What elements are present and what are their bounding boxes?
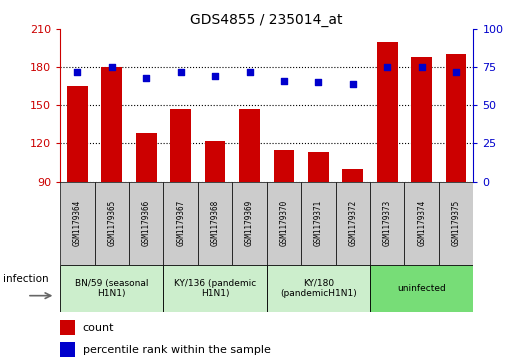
Bar: [377, 42, 397, 182]
Text: GSM1179366: GSM1179366: [142, 200, 151, 246]
Bar: [267, 182, 301, 265]
Text: uninfected: uninfected: [397, 284, 446, 293]
Text: GSM1179372: GSM1179372: [348, 200, 357, 246]
Point: [108, 64, 116, 70]
Bar: [274, 150, 294, 182]
Text: KY/136 (pandemic
H1N1): KY/136 (pandemic H1N1): [174, 279, 256, 298]
Text: GSM1179371: GSM1179371: [314, 200, 323, 246]
Bar: [60, 265, 163, 312]
Bar: [267, 265, 370, 312]
Point: [280, 78, 288, 84]
Bar: [446, 54, 467, 182]
Point: [314, 79, 323, 85]
Bar: [301, 182, 336, 265]
Text: GSM1179373: GSM1179373: [383, 200, 392, 246]
Point: [176, 69, 185, 75]
Bar: [205, 141, 225, 182]
Text: count: count: [83, 323, 115, 333]
Bar: [370, 182, 404, 265]
Point: [211, 73, 219, 79]
Text: GSM1179374: GSM1179374: [417, 200, 426, 246]
Bar: [129, 182, 163, 265]
Point: [73, 69, 82, 75]
Point: [383, 64, 391, 70]
Bar: [198, 182, 232, 265]
Text: GSM1179375: GSM1179375: [451, 200, 461, 246]
Bar: [439, 182, 473, 265]
Bar: [101, 67, 122, 182]
Text: infection: infection: [3, 274, 49, 284]
Text: GSM1179368: GSM1179368: [211, 200, 220, 246]
Text: BN/59 (seasonal
H1N1): BN/59 (seasonal H1N1): [75, 279, 149, 298]
Bar: [95, 182, 129, 265]
Text: percentile rank within the sample: percentile rank within the sample: [83, 345, 271, 355]
Point: [452, 69, 460, 75]
Bar: [136, 133, 156, 182]
Bar: [163, 265, 267, 312]
Point: [349, 81, 357, 87]
Bar: [239, 109, 260, 182]
Bar: [60, 342, 75, 357]
Text: GSM1179369: GSM1179369: [245, 200, 254, 246]
Bar: [411, 57, 432, 182]
Bar: [170, 109, 191, 182]
Bar: [67, 86, 88, 182]
Bar: [60, 320, 75, 335]
Bar: [404, 182, 439, 265]
Text: GSM1179370: GSM1179370: [279, 200, 289, 246]
Text: GSM1179367: GSM1179367: [176, 200, 185, 246]
Bar: [60, 182, 95, 265]
Title: GDS4855 / 235014_at: GDS4855 / 235014_at: [190, 13, 343, 26]
Text: KY/180
(pandemicH1N1): KY/180 (pandemicH1N1): [280, 279, 357, 298]
Point: [245, 69, 254, 75]
Bar: [308, 152, 329, 182]
Bar: [343, 169, 363, 182]
Text: GSM1179365: GSM1179365: [107, 200, 116, 246]
Bar: [370, 265, 473, 312]
Point: [417, 64, 426, 70]
Bar: [163, 182, 198, 265]
Point: [142, 75, 151, 81]
Text: GSM1179364: GSM1179364: [73, 200, 82, 246]
Bar: [232, 182, 267, 265]
Bar: [336, 182, 370, 265]
